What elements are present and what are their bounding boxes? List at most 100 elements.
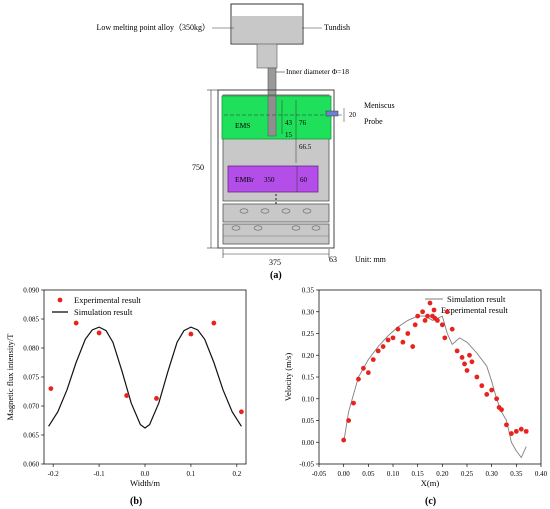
y-tick-label: 0.35 — [302, 287, 315, 295]
x-tick-label: 0.00 — [338, 470, 351, 478]
roller-hole — [239, 208, 249, 214]
experimental-point — [494, 396, 499, 402]
strand-segment-1 — [222, 203, 330, 223]
alloy-label: Low melting point alloy（350kg） — [96, 23, 210, 32]
experimental-point — [442, 335, 448, 341]
x-tick-label: -0.1 — [94, 470, 106, 478]
experimental-point — [410, 344, 416, 349]
y-tick-label: 0.10 — [302, 395, 315, 403]
experimental-point — [390, 335, 396, 341]
inner-diameter-label: Inner diameter Φ=18 — [286, 67, 349, 76]
roller-hole — [281, 208, 291, 214]
experimental-point — [427, 300, 433, 306]
x-tick-label: 0.1 — [187, 470, 196, 478]
y-tick-label: 0.075 — [23, 374, 39, 382]
experimental-point — [489, 387, 495, 393]
experimental-point — [513, 428, 519, 434]
experimental-point — [469, 359, 475, 365]
y-tick-label: 0.25 — [302, 330, 315, 338]
y-tick-label: 0.085 — [23, 316, 39, 324]
embr-label: EMBr — [235, 175, 254, 184]
experimental-point — [48, 386, 54, 391]
roller-hole — [311, 225, 321, 231]
embr-region — [227, 165, 319, 193]
caption-b: (b) — [130, 496, 142, 507]
experimental-point — [474, 374, 480, 380]
experimental-point — [154, 396, 159, 401]
legend-label-simulation: Simulation result — [447, 294, 506, 304]
dim-43: 43 — [285, 119, 293, 127]
chart-velocity: Simulation result Experimental result X(… — [283, 287, 548, 508]
experimental-point — [188, 331, 194, 337]
y-tick-label: 0.090 — [23, 287, 39, 295]
experimental-point — [385, 337, 391, 343]
strand-segment-2 — [222, 223, 330, 245]
roller-hole — [260, 208, 270, 214]
y-tick-label: 0.30 — [302, 308, 315, 316]
x-tick-label: 0.05 — [362, 470, 375, 478]
experimental-point — [523, 428, 529, 434]
ems-label: EMS — [235, 121, 250, 130]
probe-label: Probe — [364, 117, 383, 126]
experimental-point — [395, 326, 401, 332]
experimental-point — [518, 426, 524, 432]
x-tick-label: 0.10 — [387, 470, 400, 478]
meniscus-label: Meniscus — [364, 101, 395, 110]
caption-c: (c) — [425, 496, 436, 507]
experimental-point — [425, 313, 430, 319]
experimental-point — [412, 322, 418, 328]
experimental-point — [341, 437, 347, 443]
experimental-point — [380, 344, 386, 349]
continuation-dot-3 — [275, 202, 277, 204]
x-tick-label: 0.25 — [461, 470, 474, 478]
roller-hole — [302, 208, 312, 214]
y-axis-label-c: Velocity (m/s) — [283, 353, 293, 402]
experimental-point — [444, 309, 450, 315]
experimental-point — [464, 368, 470, 373]
dim-20: 20 — [349, 111, 357, 119]
simulation-line — [343, 315, 527, 459]
experimental-point — [459, 355, 465, 360]
probe-body — [325, 110, 339, 117]
y-tick-label: 0.070 — [23, 403, 39, 411]
experimental-point — [73, 320, 79, 326]
y-tick-label: 0.15 — [302, 374, 315, 382]
legend-b: Experimental result Simulation result — [52, 295, 141, 317]
y-tick-label: -0.05 — [299, 461, 314, 469]
experimental-point — [370, 357, 376, 362]
schematic-diagram: Low melting point alloy（350kg） Tundish I… — [96, 3, 395, 281]
ems-region — [221, 95, 332, 140]
experimental-point — [484, 392, 490, 397]
experimental-point — [435, 318, 440, 323]
tundish-outlet — [256, 43, 278, 69]
experimental-point — [239, 409, 244, 415]
experimental-point — [462, 361, 467, 367]
experimental-point — [449, 326, 455, 332]
experimental-point — [365, 370, 371, 376]
experimental-point — [361, 365, 366, 371]
x-tick-label: -0.05 — [312, 470, 327, 478]
y-tick-label: 0.00 — [302, 439, 315, 447]
mold-outer — [217, 89, 335, 249]
experimental-point — [479, 383, 485, 389]
roller-hole — [253, 225, 263, 231]
legend-label-experimental: Experimental result — [441, 305, 508, 315]
legend-marker-experimental — [431, 307, 437, 313]
plot-frame-c — [318, 289, 542, 465]
experimental-point — [422, 318, 428, 323]
dim-15: 15 — [285, 131, 293, 139]
y-tick-label: 0.065 — [23, 432, 39, 440]
legend-marker-experimental — [57, 297, 63, 303]
x-tick-label: 0.40 — [535, 470, 548, 478]
experimental-point — [356, 376, 361, 382]
x-tick-label: 0.35 — [510, 470, 523, 478]
x-tick-label: 0.2 — [232, 470, 241, 478]
dim-66-5: 66.5 — [299, 143, 312, 151]
x-axis-label-c: X(m) — [421, 478, 440, 488]
experimental-point — [420, 309, 425, 315]
experimental-point — [504, 422, 509, 428]
experimental-point — [211, 320, 217, 326]
y-tick-label: 0.060 — [23, 461, 39, 469]
unit-label: Unit: mm — [355, 255, 387, 264]
x-tick-label: -0.2 — [48, 470, 60, 478]
